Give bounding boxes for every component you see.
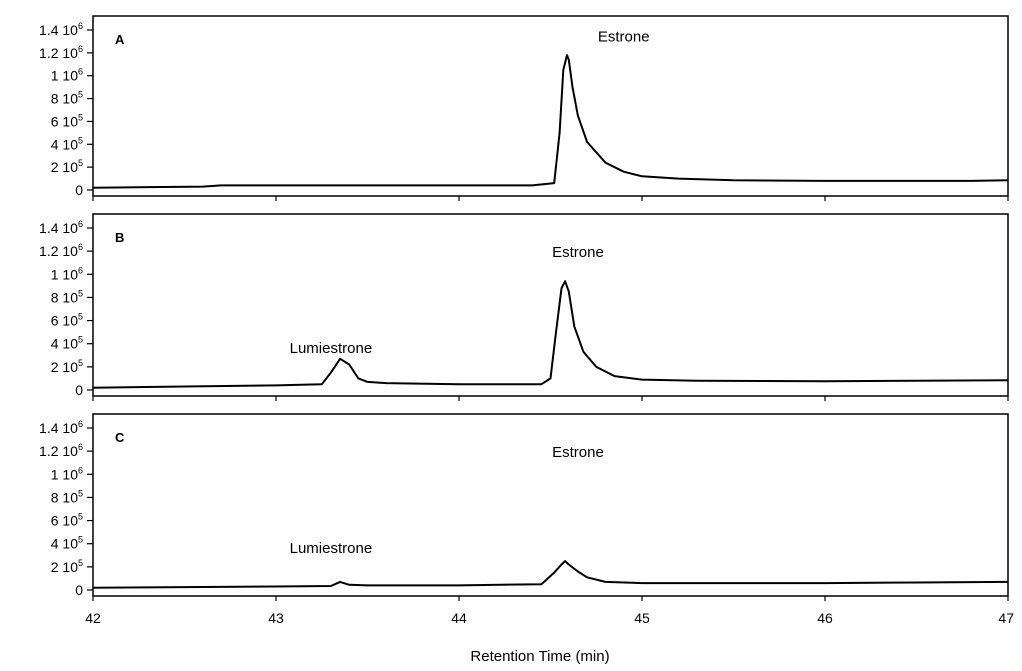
panel-a: 0 2 105 4 105 6 105 8 105 1 106 1.2 106 1.4 106… [39,15,1009,201]
y-tick-label: 0 [75,182,83,198]
x-tick-label: 42 [85,610,101,626]
peak-label: Lumiestrone [290,340,373,357]
x-tick-label: 43 [268,610,284,626]
x-axis: 42 43 44 45 46 47 [85,610,1014,626]
chromatogram-trace [92,54,1009,189]
y-tick-label: 1.2 106 [39,44,83,61]
peak-label: Estrone [552,444,604,461]
panel-c: 0 2 105 4 105 6 105 8 105 1 106 1.2 106 1.4 106… [39,413,1009,601]
y-tick-label: 6 105 [51,512,83,529]
y-tick-label: 2 105 [51,358,83,375]
y-tick-label: 4 105 [51,535,83,552]
peak-label: Estrone [552,244,604,261]
y-tick-label: 8 105 [51,90,83,107]
y-tick-label: 6 105 [51,112,83,129]
panel-frame [92,15,1009,197]
x-axis-title: Retention Time (min) [470,648,609,665]
x-tick-label: 44 [451,610,467,626]
x-tick-label: 46 [817,610,833,626]
y-tick-label: 1 106 [51,67,83,84]
panel-label: A [115,32,125,47]
x-tick-label: 45 [634,610,650,626]
y-tick-label: 0 [75,382,83,398]
y-tick-label: 2 105 [51,158,83,175]
chromatogram-trace [92,560,1009,589]
panel-frame [92,213,1009,397]
y-tick-label: 6 105 [51,312,83,329]
y-tick-label: 1 106 [51,265,83,282]
y-tick-label: 1.4 106 [39,21,83,38]
x-tick-label: 47 [998,610,1014,626]
panel-frame [92,413,1009,597]
y-tick-label: 8 105 [51,488,83,505]
y-tick-label: 1.2 106 [39,442,83,459]
y-tick-label: 4 105 [51,335,83,352]
panels: 0 2 105 4 105 6 105 8 105 1 106 1.2 106 1.4 106… [39,15,1009,601]
panel-b: 0 2 105 4 105 6 105 8 105 1 106 1.2 106 1.4 106… [39,213,1009,401]
y-tick-label: 1.2 106 [39,242,83,259]
chromatogram-trace [92,280,1009,389]
y-tick-label: 2 105 [51,558,83,575]
panel-label: C [115,430,125,445]
peak-label: Lumiestrone [290,540,373,557]
panel-label: B [115,230,124,245]
y-tick-label: 0 [75,582,83,598]
y-tick-label: 8 105 [51,288,83,305]
y-tick-label: 4 105 [51,135,83,152]
y-tick-label: 1.4 106 [39,219,83,236]
y-tick-label: 1 106 [51,465,83,482]
y-tick-label: 1.4 106 [39,419,83,436]
peak-label: Estrone [598,28,650,45]
